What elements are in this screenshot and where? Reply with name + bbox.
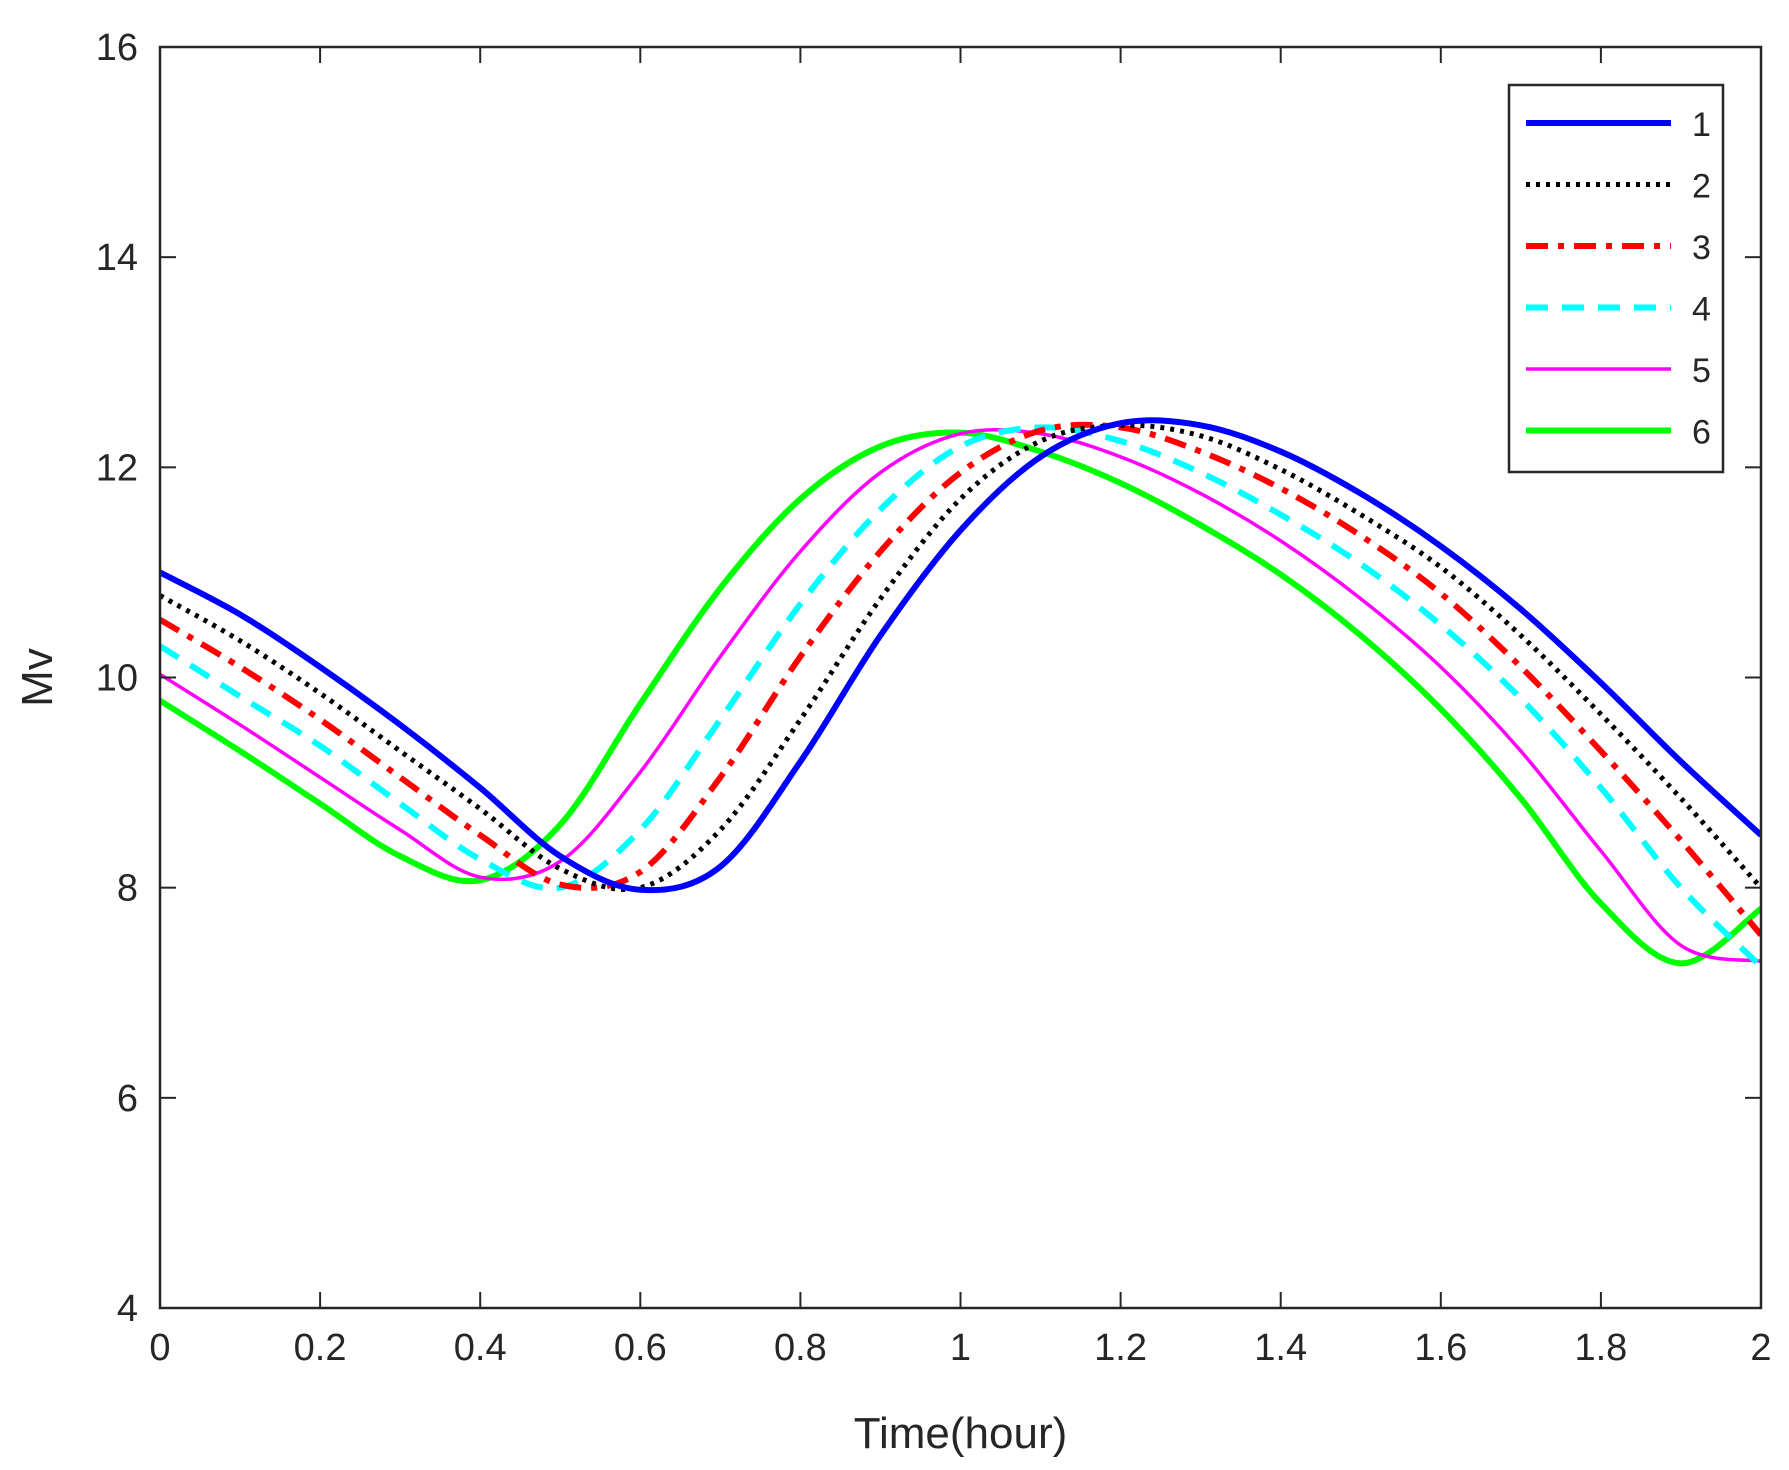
plot-frame [158, 45, 1763, 1310]
y-tick-label: 6 [117, 1078, 138, 1120]
y-tick-label: 8 [117, 868, 138, 910]
x-tick-label: 1 [950, 1327, 971, 1369]
legend-label-2: 2 [1692, 168, 1711, 206]
x-tick-label: 0.4 [454, 1327, 507, 1369]
x-axis-label: Time(hour) [854, 1409, 1068, 1458]
y-axis-label: Mv [13, 648, 62, 707]
x-tick-label: 0.2 [294, 1327, 347, 1369]
x-tick-label: 1.8 [1574, 1327, 1627, 1369]
legend-label-4: 4 [1692, 291, 1711, 329]
series-4-line [160, 424, 1761, 969]
frame-layer [158, 45, 1763, 1310]
series-3-line [160, 421, 1761, 937]
series-1-line [160, 417, 1761, 894]
series-5-line [160, 428, 1761, 963]
x-tick-label: 2 [1750, 1327, 1771, 1369]
y-tick-label: 14 [96, 237, 138, 279]
y-tick-label: 4 [117, 1288, 138, 1330]
legend-label-5: 5 [1692, 352, 1711, 390]
y-tick-label: 10 [96, 658, 138, 700]
legend-box [1507, 83, 1725, 474]
legend: 1 2 3 4 5 6 [1507, 83, 1725, 474]
y-tick-label: 12 [96, 447, 138, 489]
legend-label-1: 1 [1692, 106, 1711, 144]
x-tick-label: 0 [149, 1327, 170, 1369]
legend-label-3: 3 [1692, 229, 1711, 267]
x-tick-label: 0.6 [614, 1327, 667, 1369]
y-tick-label: 16 [96, 27, 138, 69]
x-tick-label: 0.8 [774, 1327, 827, 1369]
series-layer [160, 417, 1761, 969]
legend-label-6: 6 [1692, 414, 1711, 452]
x-tick-label: 1.6 [1414, 1327, 1467, 1369]
plot-area [160, 47, 1761, 1308]
x-tick-label: 1.2 [1094, 1327, 1147, 1369]
x-tick-label: 1.4 [1254, 1327, 1307, 1369]
